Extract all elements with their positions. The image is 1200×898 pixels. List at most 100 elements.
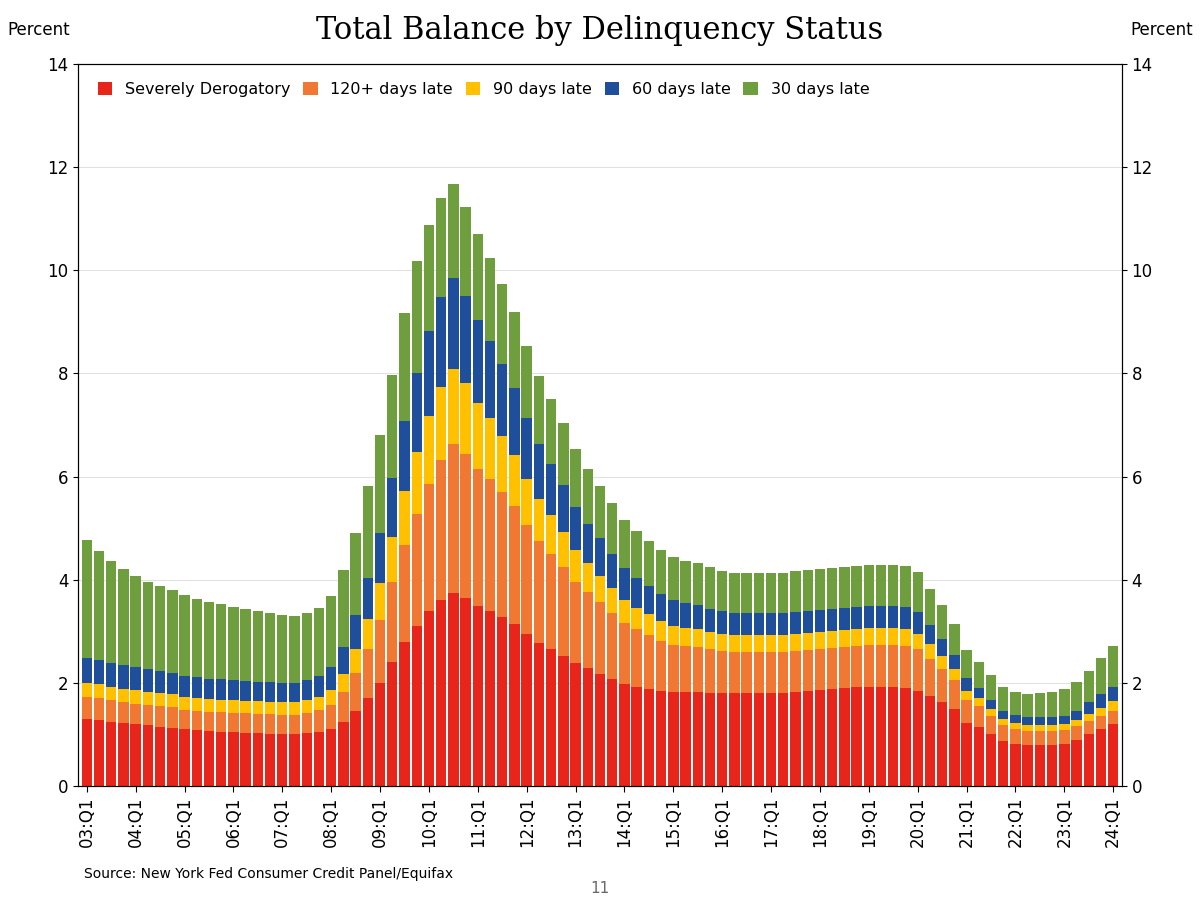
Bar bbox=[192, 599, 202, 677]
Bar bbox=[388, 582, 397, 662]
Bar bbox=[937, 702, 947, 786]
Bar bbox=[791, 612, 800, 634]
Bar bbox=[1108, 701, 1118, 710]
Bar bbox=[766, 612, 776, 636]
Text: Percent: Percent bbox=[1130, 21, 1193, 39]
Bar bbox=[1084, 671, 1094, 702]
Bar bbox=[94, 684, 104, 699]
Bar bbox=[265, 714, 275, 734]
Bar bbox=[485, 418, 496, 480]
Bar bbox=[582, 592, 593, 668]
Bar bbox=[631, 687, 642, 786]
Bar bbox=[253, 734, 263, 786]
Bar bbox=[925, 625, 935, 644]
Bar bbox=[473, 321, 484, 403]
Bar bbox=[643, 635, 654, 689]
Bar bbox=[362, 620, 373, 649]
Bar bbox=[1022, 694, 1033, 718]
Bar bbox=[436, 387, 446, 460]
Bar bbox=[656, 550, 666, 594]
Bar bbox=[436, 296, 446, 387]
Bar bbox=[374, 533, 385, 583]
Bar bbox=[888, 605, 899, 629]
Bar bbox=[265, 682, 275, 702]
Bar bbox=[888, 687, 899, 786]
Bar bbox=[473, 233, 484, 321]
Bar bbox=[754, 693, 764, 786]
Bar bbox=[619, 568, 630, 601]
Bar bbox=[839, 568, 850, 608]
Bar bbox=[82, 540, 92, 658]
Bar bbox=[778, 573, 788, 612]
Bar bbox=[131, 576, 140, 667]
Bar bbox=[607, 612, 618, 679]
Bar bbox=[240, 713, 251, 733]
Bar bbox=[277, 735, 288, 786]
Bar bbox=[888, 645, 899, 687]
Bar bbox=[424, 611, 434, 786]
Bar bbox=[1072, 726, 1081, 740]
Bar bbox=[570, 550, 581, 582]
Bar bbox=[1034, 692, 1045, 718]
Bar bbox=[704, 609, 715, 632]
Bar bbox=[497, 284, 508, 365]
Bar bbox=[204, 603, 214, 679]
Bar bbox=[1084, 735, 1094, 786]
Bar bbox=[106, 686, 116, 700]
Bar bbox=[668, 626, 678, 645]
Bar bbox=[388, 375, 397, 478]
Bar bbox=[497, 436, 508, 492]
Bar bbox=[827, 609, 838, 631]
Bar bbox=[864, 687, 874, 786]
Bar bbox=[716, 693, 727, 786]
Bar bbox=[143, 726, 154, 786]
Bar bbox=[643, 585, 654, 614]
Bar bbox=[998, 687, 1008, 710]
Bar bbox=[766, 652, 776, 693]
Bar bbox=[839, 608, 850, 630]
Text: Percent: Percent bbox=[7, 21, 70, 39]
Bar bbox=[716, 634, 727, 651]
Bar bbox=[766, 573, 776, 612]
Bar bbox=[119, 665, 128, 689]
Bar bbox=[839, 647, 850, 688]
Bar bbox=[986, 675, 996, 700]
Bar bbox=[326, 729, 336, 786]
Bar bbox=[82, 682, 92, 698]
Bar bbox=[461, 454, 470, 598]
Bar bbox=[986, 735, 996, 786]
Bar bbox=[400, 490, 409, 545]
Bar bbox=[1060, 744, 1069, 786]
Bar bbox=[766, 636, 776, 652]
Bar bbox=[888, 566, 899, 605]
Bar bbox=[998, 726, 1008, 741]
Bar bbox=[301, 713, 312, 734]
Bar bbox=[570, 582, 581, 664]
Bar bbox=[912, 634, 923, 649]
Bar bbox=[400, 313, 409, 421]
Bar bbox=[704, 693, 715, 786]
Bar bbox=[558, 533, 569, 568]
Bar bbox=[778, 693, 788, 786]
Bar bbox=[461, 295, 470, 383]
Bar bbox=[888, 629, 899, 645]
Bar bbox=[876, 629, 887, 645]
Bar bbox=[362, 649, 373, 699]
Bar bbox=[412, 374, 422, 452]
Bar bbox=[1010, 744, 1021, 786]
Bar bbox=[94, 550, 104, 660]
Bar bbox=[937, 669, 947, 702]
Bar bbox=[631, 608, 642, 629]
Bar bbox=[473, 469, 484, 605]
Bar bbox=[742, 693, 752, 786]
Bar bbox=[742, 612, 752, 636]
Bar bbox=[522, 524, 532, 634]
Bar bbox=[143, 582, 154, 670]
Bar bbox=[253, 682, 263, 701]
Bar bbox=[815, 610, 826, 632]
Bar bbox=[546, 399, 557, 463]
Bar bbox=[424, 225, 434, 331]
Bar bbox=[436, 198, 446, 296]
Bar bbox=[1108, 687, 1118, 701]
Bar bbox=[509, 506, 520, 623]
